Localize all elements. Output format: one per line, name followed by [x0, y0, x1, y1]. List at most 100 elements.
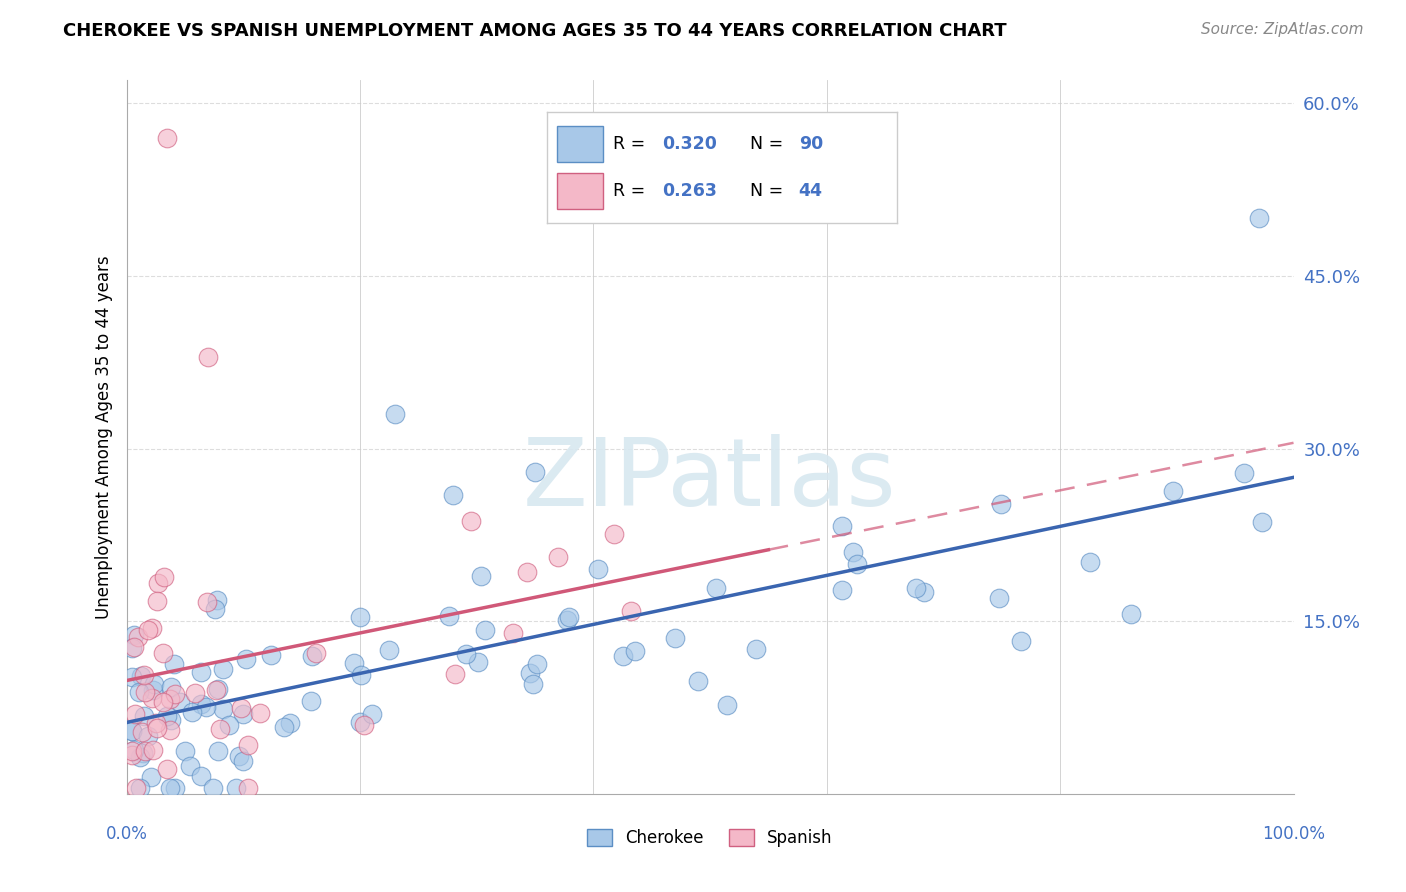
- Point: [1119, 607, 1142, 621]
- Point: [121, 724, 143, 739]
- Point: [516, 565, 538, 579]
- Point: [131, 747, 153, 761]
- Point: [159, 781, 181, 796]
- Point: [190, 769, 212, 783]
- Point: [197, 595, 219, 609]
- Text: CHEROKEE VS SPANISH UNEMPLOYMENT AMONG AGES 35 TO 44 YEARS CORRELATION CHART: CHEROKEE VS SPANISH UNEMPLOYMENT AMONG A…: [63, 22, 1007, 40]
- Point: [159, 680, 181, 694]
- Point: [301, 649, 323, 664]
- Point: [194, 700, 217, 714]
- Point: [519, 665, 541, 680]
- Point: [169, 695, 191, 709]
- Point: [526, 657, 548, 671]
- Point: [131, 725, 153, 739]
- Point: [232, 707, 254, 722]
- Point: [146, 594, 169, 608]
- Point: [121, 640, 143, 655]
- Point: [141, 621, 163, 635]
- Point: [846, 558, 869, 572]
- Point: [360, 706, 382, 721]
- Point: [128, 750, 150, 764]
- Point: [207, 744, 229, 758]
- Point: [558, 610, 581, 624]
- Point: [842, 545, 865, 559]
- Point: [141, 770, 163, 784]
- Point: [745, 642, 768, 657]
- Point: [128, 684, 150, 698]
- Point: [349, 715, 371, 730]
- Point: [152, 646, 174, 660]
- Point: [121, 744, 143, 758]
- Point: [522, 677, 544, 691]
- Legend: Cherokee, Spanish: Cherokee, Spanish: [581, 822, 839, 854]
- Point: [384, 407, 406, 421]
- Point: [225, 781, 247, 796]
- Point: [547, 549, 569, 564]
- Point: [437, 608, 460, 623]
- Point: [612, 648, 634, 663]
- Point: [207, 681, 229, 696]
- Point: [444, 667, 467, 681]
- Text: Source: ZipAtlas.com: Source: ZipAtlas.com: [1201, 22, 1364, 37]
- Point: [212, 702, 235, 716]
- Point: [190, 698, 212, 712]
- Point: [163, 657, 186, 672]
- Point: [273, 720, 295, 734]
- Point: [218, 717, 240, 731]
- Point: [125, 781, 148, 796]
- Point: [134, 743, 156, 757]
- Point: [190, 665, 212, 679]
- Point: [143, 677, 166, 691]
- Point: [460, 514, 482, 528]
- Point: [181, 705, 204, 719]
- Point: [141, 691, 163, 706]
- Point: [148, 575, 170, 590]
- Y-axis label: Unemployment Among Ages 35 to 44 years: Unemployment Among Ages 35 to 44 years: [94, 255, 112, 619]
- Point: [1078, 555, 1101, 569]
- Point: [124, 627, 146, 641]
- Point: [156, 762, 179, 776]
- Point: [129, 669, 152, 683]
- Point: [620, 604, 643, 618]
- Point: [156, 131, 179, 145]
- Point: [129, 781, 152, 796]
- Point: [280, 716, 302, 731]
- Point: [127, 630, 149, 644]
- Point: [524, 465, 547, 479]
- Point: [831, 583, 853, 598]
- Text: ZIPatlas: ZIPatlas: [523, 434, 897, 526]
- Point: [831, 519, 853, 533]
- Point: [152, 695, 174, 709]
- Point: [502, 626, 524, 640]
- Point: [202, 781, 225, 796]
- Point: [134, 685, 156, 699]
- Point: [121, 724, 143, 739]
- Point: [664, 631, 686, 645]
- Point: [121, 670, 143, 684]
- Point: [686, 674, 709, 689]
- Point: [159, 691, 181, 706]
- Point: [299, 694, 322, 708]
- Point: [249, 706, 271, 720]
- Point: [163, 687, 186, 701]
- Point: [238, 738, 260, 752]
- Point: [204, 602, 226, 616]
- Point: [132, 668, 155, 682]
- Point: [905, 581, 928, 595]
- Point: [165, 781, 187, 796]
- Point: [378, 643, 401, 657]
- Point: [205, 682, 228, 697]
- Point: [124, 640, 146, 654]
- Point: [212, 662, 235, 676]
- Point: [586, 562, 609, 576]
- Point: [305, 646, 328, 660]
- Point: [179, 759, 201, 773]
- Point: [912, 585, 935, 599]
- Point: [232, 754, 254, 768]
- Point: [716, 698, 738, 713]
- Point: [624, 643, 647, 657]
- Point: [1161, 484, 1184, 499]
- Point: [205, 593, 228, 607]
- Point: [235, 652, 257, 666]
- Point: [197, 350, 219, 364]
